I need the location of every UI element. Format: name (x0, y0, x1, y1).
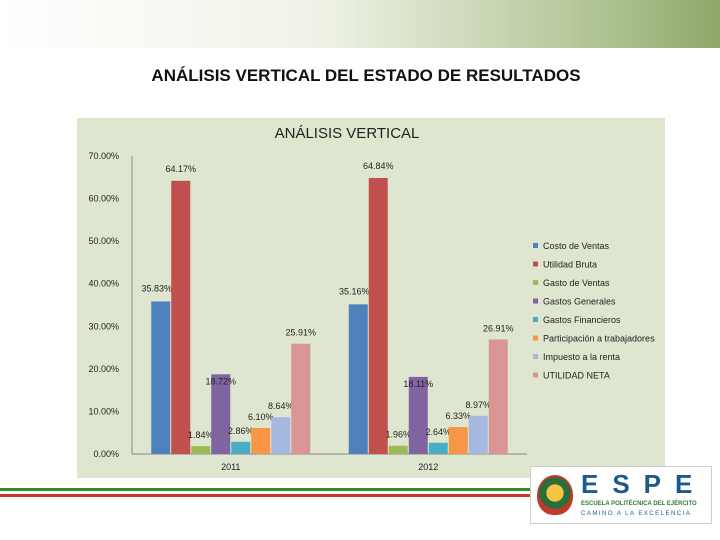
bar (348, 304, 368, 454)
stripe-white (0, 491, 535, 494)
data-label: 18.11% (403, 379, 433, 389)
espe-seal-icon (537, 475, 573, 515)
bar (271, 417, 291, 454)
legend-label: Gastos Generales (543, 297, 616, 307)
chart-title: ANÁLISIS VERTICAL (275, 125, 420, 142)
chart-svg: ANÁLISIS VERTICAL 0.00% 10.00% 20.00% 30.00%… (88, 125, 655, 472)
espe-logo: ESPE ESCUELA POLITÉCNICA DEL EJÉRCITO CA… (530, 466, 712, 524)
stripe-green (0, 488, 535, 491)
y-tick-label: 70.00% (88, 151, 119, 161)
legend-swatch (533, 372, 538, 378)
bar (368, 177, 388, 454)
legend-swatch (533, 335, 538, 341)
bar (191, 446, 211, 454)
bar (408, 376, 428, 454)
data-label: 2.64% (425, 427, 451, 437)
data-label: 64.17% (165, 164, 196, 174)
x-tick-label: 2011 (221, 462, 240, 472)
chart: ANÁLISIS VERTICAL 0.00% 10.00% 20.00% 30.00%… (77, 118, 665, 478)
data-label: 8.97% (465, 400, 491, 410)
y-tick-label: 20.00% (88, 364, 119, 374)
data-label: 64.84% (363, 161, 394, 171)
bar (211, 374, 231, 454)
data-label: 25.91% (285, 328, 316, 338)
y-tick-label: 50.00% (88, 236, 119, 246)
logo-brand: ESPE (581, 469, 707, 499)
bar (428, 442, 448, 454)
data-label: 6.33% (445, 411, 471, 421)
data-label: 6.10% (248, 412, 274, 422)
legend-label: Gasto de Ventas (543, 278, 610, 288)
legend-label: Participación a trabajadores (543, 334, 655, 344)
logo-name: ESCUELA POLITÉCNICA DEL EJÉRCITO (581, 501, 697, 507)
bar (251, 428, 271, 454)
legend-label: UTILIDAD NETA (543, 371, 610, 381)
data-label: 26.91% (483, 323, 514, 333)
y-tick-label: 30.00% (88, 321, 119, 331)
legend-swatch (533, 243, 538, 248)
decorative-stripes (0, 488, 535, 497)
legend-label: Gastos Financieros (543, 315, 621, 325)
legend-swatch (533, 261, 538, 267)
bar (468, 415, 488, 454)
legend-swatch (533, 317, 538, 322)
bar (291, 343, 311, 454)
data-label: 8.64% (268, 401, 294, 411)
legend-label: Costo de Ventas (543, 241, 610, 251)
bar (448, 427, 468, 454)
y-tick-label: 40.00% (88, 279, 119, 289)
bar (151, 301, 171, 454)
legend-label: Utilidad Bruta (543, 260, 597, 270)
legend-label: Impuesto a la renta (543, 352, 620, 362)
y-tick-label: 10.00% (88, 406, 119, 416)
slide-title: ANÁLISIS VERTICAL DEL ESTADO DE RESULTAD… (151, 66, 581, 85)
top-band (0, 0, 720, 48)
legend-swatch (533, 298, 538, 304)
data-label: 35.83% (141, 283, 172, 293)
data-label: 1.96% (385, 430, 411, 440)
legend-swatch (533, 280, 538, 285)
y-tick-label: 0.00% (93, 449, 119, 459)
data-label: 2.86% (228, 426, 254, 436)
y-tick-label: 60.00% (88, 194, 119, 204)
bar (488, 339, 508, 454)
bar (388, 445, 408, 454)
legend-swatch (533, 354, 538, 359)
logo-motto: CAMINO A LA EXCELENCIA (581, 511, 692, 517)
bar (171, 180, 191, 454)
data-label: 1.84% (188, 430, 214, 440)
data-label: 18.72% (205, 376, 236, 386)
stripe-red (0, 494, 535, 497)
x-tick-label: 2012 (418, 462, 438, 472)
data-label: 35.16% (339, 286, 370, 296)
bar (231, 441, 251, 454)
